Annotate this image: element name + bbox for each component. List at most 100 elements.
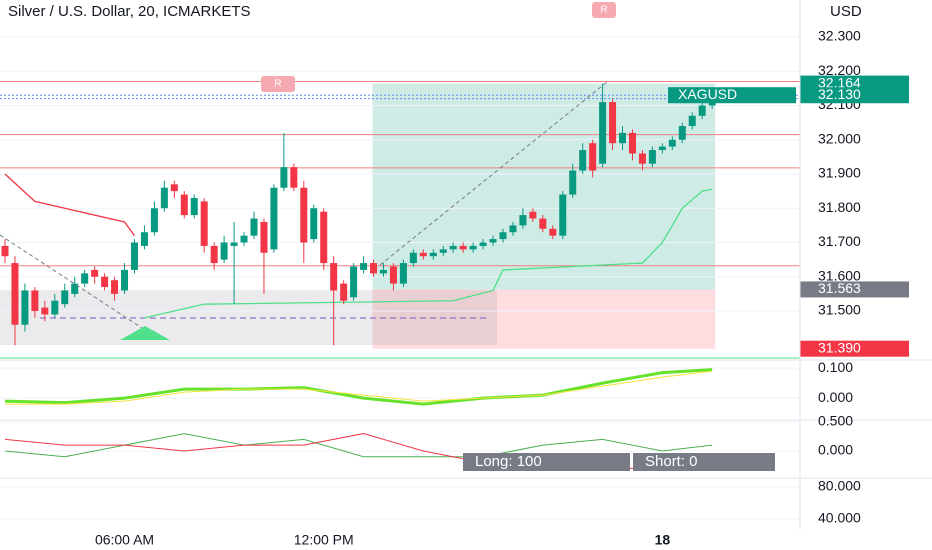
candle-body — [210, 245, 218, 264]
candle-body — [678, 126, 686, 140]
candle-body — [31, 290, 39, 312]
indicator-line — [5, 370, 713, 405]
candle-body — [499, 232, 507, 240]
candle-body — [668, 139, 676, 147]
y-tick-label: 40.000 — [818, 510, 861, 526]
symbol-label: XAGUSD — [678, 86, 737, 102]
candle-body — [320, 211, 328, 264]
target-zone — [372, 83, 716, 290]
candle-body — [469, 245, 477, 250]
trail-line — [4, 173, 136, 237]
candle-body — [569, 170, 577, 195]
candle-body — [399, 263, 407, 284]
long-label: Long: 100 — [475, 453, 542, 470]
candle-body — [170, 184, 178, 192]
y-tick-label: 0.000 — [818, 442, 853, 458]
candle-body — [609, 102, 617, 144]
candle-body — [549, 228, 557, 236]
y-tick-label: 0.100 — [818, 359, 853, 375]
candle-body — [379, 269, 387, 274]
y-tick-label: 0.500 — [818, 413, 853, 429]
chart-title: Silver / U.S. Dollar, 20, ICMARKETS — [8, 3, 251, 20]
candle-body — [409, 252, 417, 264]
y-tick-label: 31.500 — [818, 302, 861, 318]
candle-body — [290, 167, 298, 188]
candle-body — [220, 242, 228, 260]
candle-body — [51, 300, 59, 315]
symbol-tag — [668, 87, 796, 104]
y-tick-label: 0.000 — [818, 389, 853, 405]
candle-body — [419, 252, 427, 257]
y-tick-label: 32.000 — [818, 130, 861, 146]
candle-body — [190, 197, 198, 216]
candle-body — [330, 263, 338, 291]
long-box — [463, 453, 630, 471]
y-tick-label: 32.300 — [818, 28, 861, 44]
candle-body — [180, 194, 188, 216]
candle-body — [300, 187, 308, 243]
candle-body — [270, 187, 278, 250]
candle-body — [360, 263, 368, 270]
candle-body — [121, 269, 129, 291]
trail-line — [144, 188, 713, 319]
x-tick-label: 12:00 PM — [294, 532, 354, 548]
candle-body — [479, 242, 487, 246]
candle-body — [280, 167, 288, 188]
candle-body — [688, 115, 696, 127]
price-tag — [800, 281, 909, 298]
x-tick-label: 06:00 AM — [95, 532, 154, 548]
trend-line — [0, 234, 146, 331]
marker-box — [261, 76, 295, 92]
price-tag — [800, 87, 909, 104]
candle-body — [260, 221, 268, 253]
y-tick-label: 31.700 — [818, 233, 861, 249]
candle-body — [539, 218, 547, 229]
short-box — [633, 453, 775, 471]
price-tag — [800, 340, 909, 357]
candle-body — [529, 211, 537, 219]
candle-body — [599, 102, 607, 164]
marker: R — [600, 5, 607, 16]
candle-body — [509, 225, 517, 233]
candle-body — [250, 218, 258, 236]
candle-body — [61, 290, 69, 305]
candle-body — [648, 150, 656, 164]
price-tag-label: 32.130 — [818, 86, 861, 102]
candle-body — [111, 280, 119, 294]
marker: R — [274, 79, 281, 90]
candle-body — [429, 252, 437, 257]
candle-body — [11, 263, 19, 325]
candle-body — [579, 150, 587, 171]
candle-body — [589, 143, 597, 171]
candle-body — [150, 208, 158, 233]
candle-body — [71, 283, 79, 294]
candle-body — [350, 266, 358, 298]
price-tag-label: 32.164 — [818, 74, 861, 90]
y-tick-label: 80.000 — [818, 478, 861, 494]
candle-body — [81, 273, 89, 284]
x-tick-label: 18 — [655, 532, 671, 548]
candle-body — [21, 290, 29, 325]
candle-body — [1, 245, 9, 257]
candle-body — [140, 232, 148, 246]
candle-body — [619, 132, 627, 144]
candle-body — [130, 242, 138, 270]
candle-body — [449, 245, 457, 250]
y-tick-label: 31.800 — [818, 199, 861, 215]
candle-body — [160, 187, 168, 209]
y-tick-label: 32.200 — [818, 62, 861, 78]
candle-body — [310, 208, 318, 240]
candle-body — [101, 276, 109, 288]
candle-body — [658, 146, 666, 151]
candle-body — [519, 215, 527, 226]
y-tick-label: 31.600 — [818, 267, 861, 283]
candle-body — [370, 263, 378, 274]
stop-zone — [372, 289, 716, 349]
candle-body — [389, 266, 397, 284]
candle-body — [559, 194, 567, 236]
signal-triangle — [120, 326, 170, 340]
candle-body — [459, 245, 467, 250]
candle-body — [230, 242, 238, 246]
candle-body — [628, 132, 636, 154]
